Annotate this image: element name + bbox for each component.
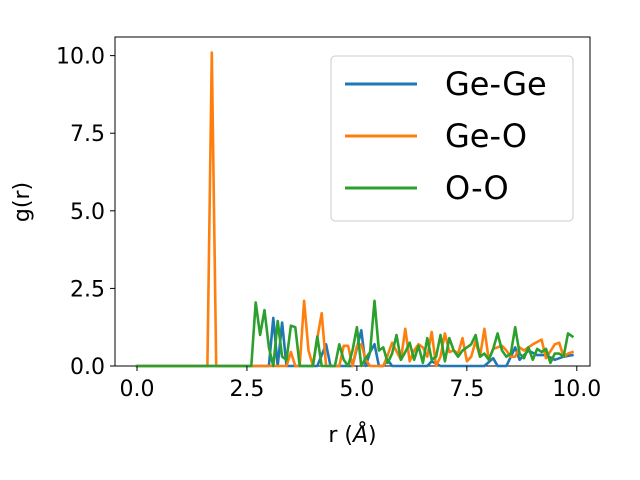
x-tick-label: 0.0	[119, 377, 154, 402]
x-tick-label: 7.5	[449, 377, 484, 402]
x-tick-label: 5.0	[339, 377, 374, 402]
x-tick-label: 10.0	[552, 377, 601, 402]
series-line-o-o	[135, 299, 575, 368]
legend-label-o-o: O-O	[445, 169, 509, 207]
legend-label-ge-ge: Ge-Ge	[445, 65, 547, 103]
legend: Ge-Ge Ge-O O-O	[330, 55, 574, 222]
ticks-group: 0.0 2.5 5.0 7.5 10.0 0.0 2.5 5.0 7.5 10.0	[56, 45, 601, 402]
y-tick-label: 2.5	[70, 277, 105, 302]
y-tick-label: 5.0	[70, 200, 105, 225]
y-tick-label: 0.0	[70, 355, 105, 380]
legend-box	[330, 55, 574, 222]
y-tick-label: 7.5	[70, 122, 105, 147]
y-axis-label: g(r)	[10, 182, 35, 222]
y-tick-label: 10.0	[56, 45, 105, 70]
legend-label-ge-o: Ge-O	[445, 117, 527, 155]
x-tick-label: 2.5	[229, 377, 264, 402]
series-group	[135, 51, 575, 368]
x-axis-label: r (Å)	[328, 421, 376, 448]
